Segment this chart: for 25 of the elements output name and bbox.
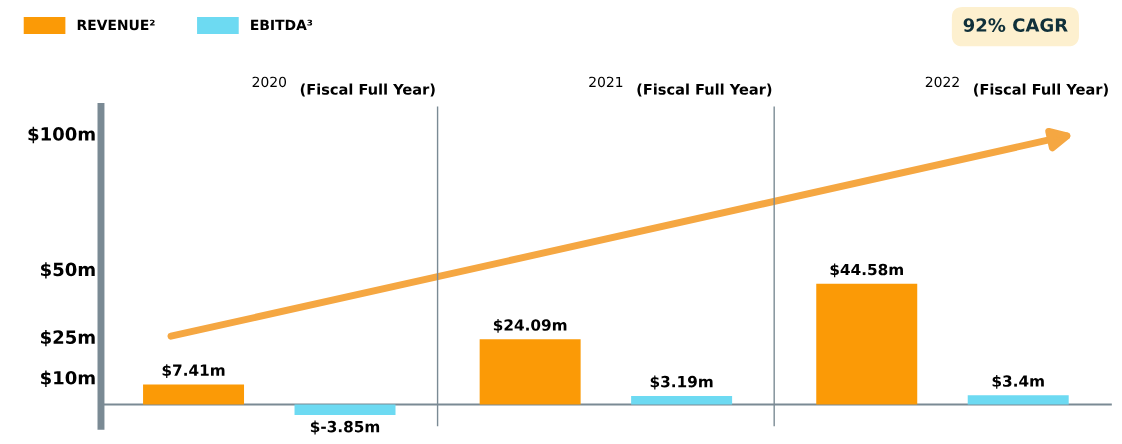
y-tick-label: $10m <box>41 370 95 387</box>
data-label: $7.41m <box>162 364 225 379</box>
bar <box>143 384 245 405</box>
data-label: $-3.85m <box>310 420 380 435</box>
bar <box>816 283 918 405</box>
x-tick-label: 2021 <box>589 76 623 88</box>
data-label: $44.58m <box>830 263 903 278</box>
y-tick-label: $100m <box>28 126 95 144</box>
bar <box>479 339 581 405</box>
legend-label: REVENUE² <box>77 19 155 31</box>
bar <box>631 395 733 405</box>
x-tick-label: 2022 <box>925 76 959 88</box>
text: (Fiscal Full Year) <box>974 83 1108 97</box>
data-label: $3.19m <box>650 375 713 390</box>
y-tick-label: $50m <box>41 262 95 279</box>
data-label: $3.4m <box>992 375 1044 389</box>
data-label: $24.09m <box>493 318 567 333</box>
legend-label: EBITDA³ <box>251 19 313 30</box>
y-tick-label: $25m <box>41 329 95 347</box>
text: (Fiscal Full Year) <box>637 83 772 97</box>
text: 92% CAGR <box>963 18 1068 32</box>
text: (Fiscal Full Year) <box>300 83 435 97</box>
bar <box>294 404 396 415</box>
x-tick-label: 2020 <box>252 76 287 88</box>
bar <box>967 395 1069 405</box>
